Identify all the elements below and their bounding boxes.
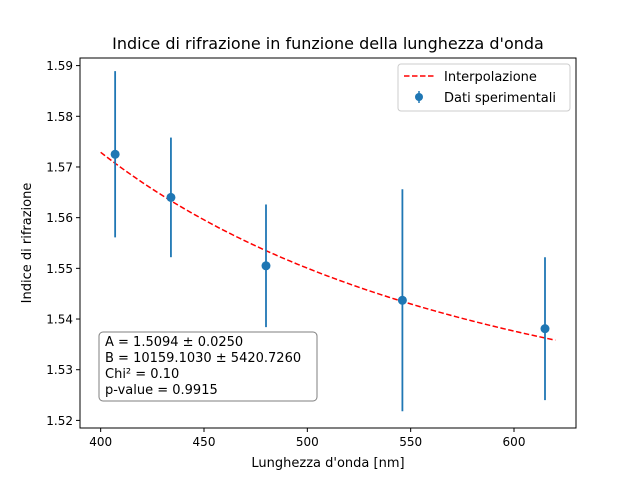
legend-data-marker-swatch	[415, 93, 423, 101]
y-axis-label: Indice di rifrazione	[20, 183, 35, 304]
fit-parameter-b: B = 10159.1030 ± 5420.7260	[105, 351, 301, 366]
y-tick-label: 1.58	[46, 110, 73, 124]
data-point-marker	[166, 192, 176, 202]
fit-curve	[100, 151, 556, 341]
x-tick-label: 450	[193, 435, 216, 449]
legend-frame	[397, 63, 571, 112]
y-tick-label: 1.59	[46, 59, 73, 73]
x-tick-label: 600	[503, 435, 526, 449]
data-point-marker	[397, 295, 407, 305]
plot-area	[100, 71, 556, 412]
x-axis-label: Lunghezza d'onda [nm]	[251, 456, 404, 471]
legend-data-label: Dati sperimentali	[444, 91, 556, 106]
fit-parameters-frame	[98, 331, 318, 402]
axis-ticks: 400 450 500 550 600 1.52 1.53 1.54 1.55 1.56 1.57 1…	[46, 59, 525, 449]
x-tick-label: 550	[399, 435, 422, 449]
legend-fit-label: Interpolazione	[444, 70, 537, 85]
fit-chi-squared: Chi² = 0.10	[105, 367, 179, 382]
legend: Interpolazione Dati sperimentali	[397, 63, 571, 112]
x-tick-label: 500	[296, 435, 319, 449]
y-tick-label: 1.56	[46, 211, 73, 225]
y-tick-label: 1.54	[46, 313, 73, 327]
fit-parameter-a: A = 1.5094 ± 0.0250	[105, 335, 243, 350]
y-tick-label: 1.57	[46, 160, 73, 174]
data-point-marker	[261, 261, 271, 271]
y-tick-label: 1.55	[46, 262, 73, 276]
fit-p-value: p-value = 0.9915	[105, 383, 218, 398]
fit-parameters-box: A = 1.5094 ± 0.0250 B = 10159.1030 ± 542…	[98, 331, 318, 402]
data-point-marker	[540, 324, 550, 334]
axes-frame	[79, 57, 577, 429]
y-tick-label: 1.53	[46, 363, 73, 377]
x-tick-label: 400	[89, 435, 112, 449]
data-point-marker	[110, 149, 120, 159]
chart-title: Indice di rifrazione in funzione della l…	[112, 34, 544, 53]
y-tick-label: 1.52	[46, 414, 73, 428]
